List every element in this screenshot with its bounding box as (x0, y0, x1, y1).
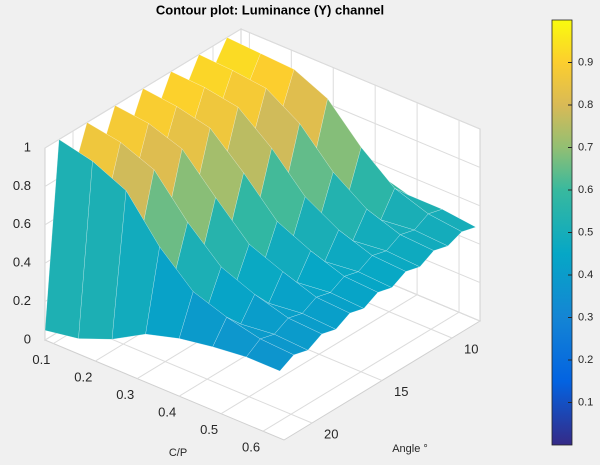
z-tick-label: 0 (24, 331, 31, 346)
grid-line (240, 28, 481, 130)
z-tick-label: 0.8 (13, 178, 31, 193)
z-tick-label: 0.2 (13, 293, 31, 308)
colorbar-tick-label: 0.7 (578, 141, 593, 153)
x-tick-label: 0.4 (158, 405, 176, 420)
y-axis-label: Angle ° (392, 443, 428, 455)
colorbar-tick-label: 0.4 (578, 269, 593, 281)
x-tick-label: 0.1 (32, 352, 50, 367)
colorbar-tick-label: 0.5 (578, 226, 593, 238)
grid-line (72, 322, 313, 424)
surface-patch (245, 338, 295, 372)
z-tick-label: 1 (24, 139, 31, 154)
z-tick-label: 0.6 (13, 216, 31, 231)
chart-title: Contour plot: Luminance (Y) channel (156, 2, 384, 17)
y-tick-label: 20 (324, 426, 338, 441)
colorbar-tick-label: 0.1 (578, 396, 593, 408)
y-tick-label: 10 (464, 341, 478, 356)
colorbar-tick-label: 0.8 (578, 99, 593, 111)
x-tick-label: 0.2 (74, 369, 92, 384)
x-axis-label: C/P (169, 447, 187, 459)
colorbar-tick-label: 0.2 (578, 354, 593, 366)
z-tick-label: 0.4 (13, 255, 31, 270)
x-tick-label: 0.3 (116, 387, 134, 402)
y-tick-label: 15 (394, 384, 408, 399)
colorbar-tick-label: 0.9 (578, 56, 593, 68)
x-tick-label: 0.5 (200, 422, 218, 437)
x-tick-label: 0.6 (242, 440, 260, 455)
colorbar-tick-label: 0.6 (578, 184, 593, 196)
colorbar-tick-label: 0.3 (578, 311, 593, 323)
